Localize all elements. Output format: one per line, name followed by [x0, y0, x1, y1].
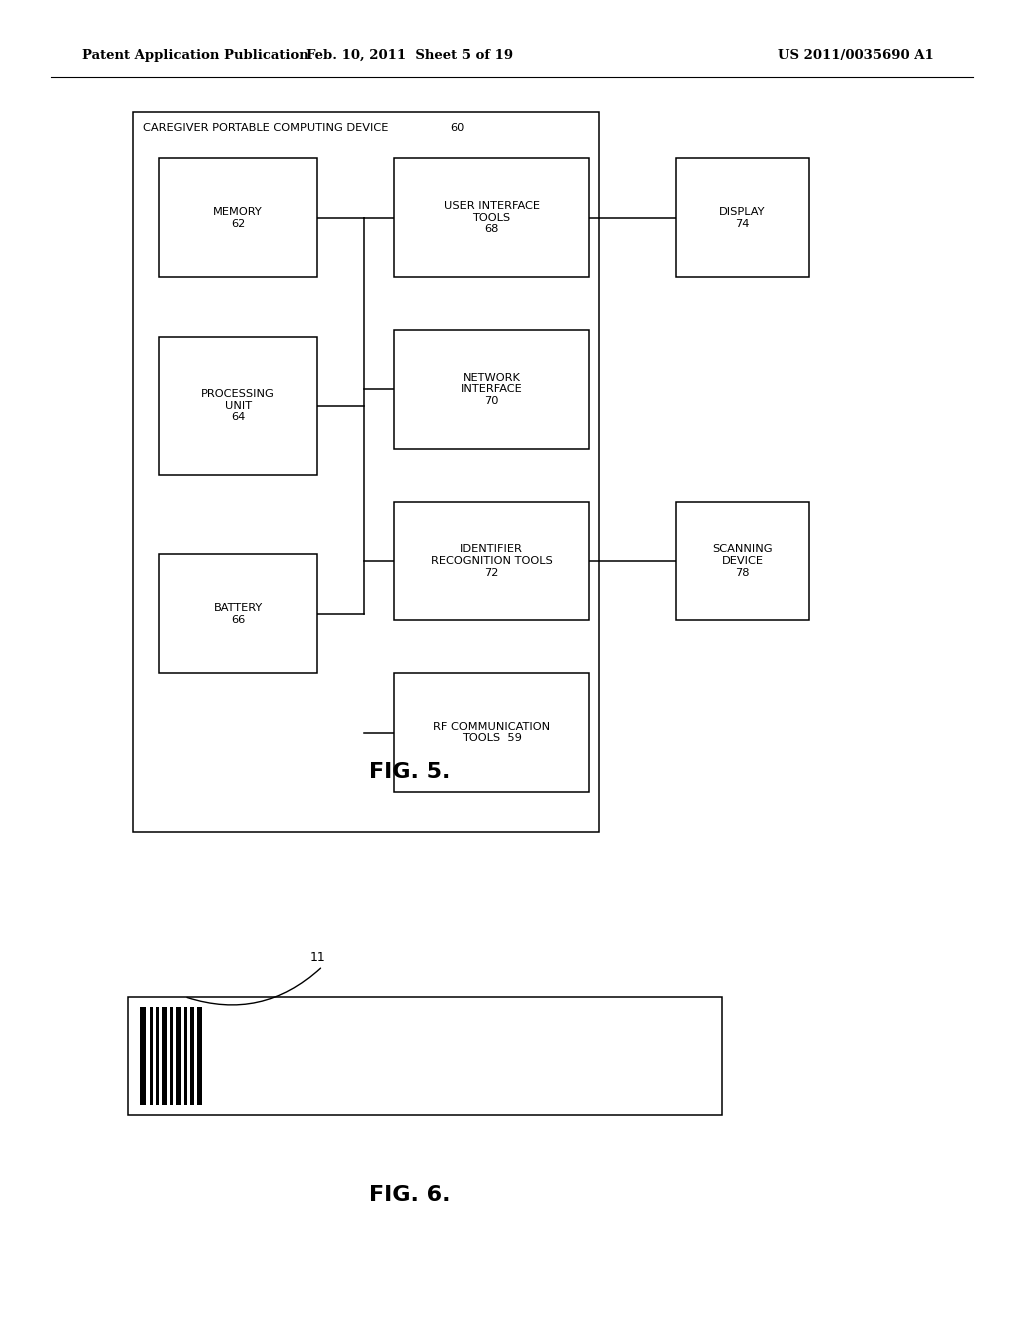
Text: FIG. 6.: FIG. 6.: [369, 1184, 451, 1205]
Bar: [676, 158, 809, 277]
Text: SCANNING
DEVICE
78: SCANNING DEVICE 78: [712, 544, 773, 578]
Bar: [159, 337, 317, 475]
Bar: [394, 330, 589, 449]
Bar: [156, 1007, 159, 1105]
Bar: [394, 502, 589, 620]
Text: RF COMMUNICATION
TOOLS  59: RF COMMUNICATION TOOLS 59: [433, 722, 550, 743]
Text: US 2011/0035690 A1: US 2011/0035690 A1: [778, 49, 934, 62]
Bar: [394, 158, 589, 277]
Text: IDENTIFIER
RECOGNITION TOOLS
72: IDENTIFIER RECOGNITION TOOLS 72: [431, 544, 552, 578]
Bar: [159, 554, 317, 673]
Text: 60: 60: [451, 123, 465, 133]
Text: BATTERY
66: BATTERY 66: [213, 603, 263, 624]
Text: DISPLAY
74: DISPLAY 74: [719, 207, 766, 228]
Text: Patent Application Publication: Patent Application Publication: [82, 49, 308, 62]
Text: MEMORY
62: MEMORY 62: [213, 207, 263, 228]
Bar: [128, 997, 722, 1115]
Bar: [170, 1007, 173, 1105]
Bar: [676, 502, 809, 620]
Bar: [394, 673, 589, 792]
Bar: [176, 1007, 181, 1105]
Bar: [197, 1007, 202, 1105]
Bar: [140, 1007, 146, 1105]
Bar: [190, 1007, 194, 1105]
Text: PROCESSING
UNIT
64: PROCESSING UNIT 64: [201, 389, 275, 422]
Bar: [184, 1007, 187, 1105]
Text: NETWORK
INTERFACE
70: NETWORK INTERFACE 70: [461, 372, 522, 407]
Text: Feb. 10, 2011  Sheet 5 of 19: Feb. 10, 2011 Sheet 5 of 19: [306, 49, 513, 62]
Text: CAREGIVER PORTABLE COMPUTING DEVICE: CAREGIVER PORTABLE COMPUTING DEVICE: [143, 123, 389, 133]
Bar: [162, 1007, 167, 1105]
Bar: [150, 1007, 153, 1105]
Text: USER INTERFACE
TOOLS
68: USER INTERFACE TOOLS 68: [443, 201, 540, 235]
Bar: [159, 158, 317, 277]
Text: 11: 11: [309, 950, 326, 964]
Text: FIG. 5.: FIG. 5.: [369, 762, 451, 783]
Bar: [133, 112, 599, 832]
